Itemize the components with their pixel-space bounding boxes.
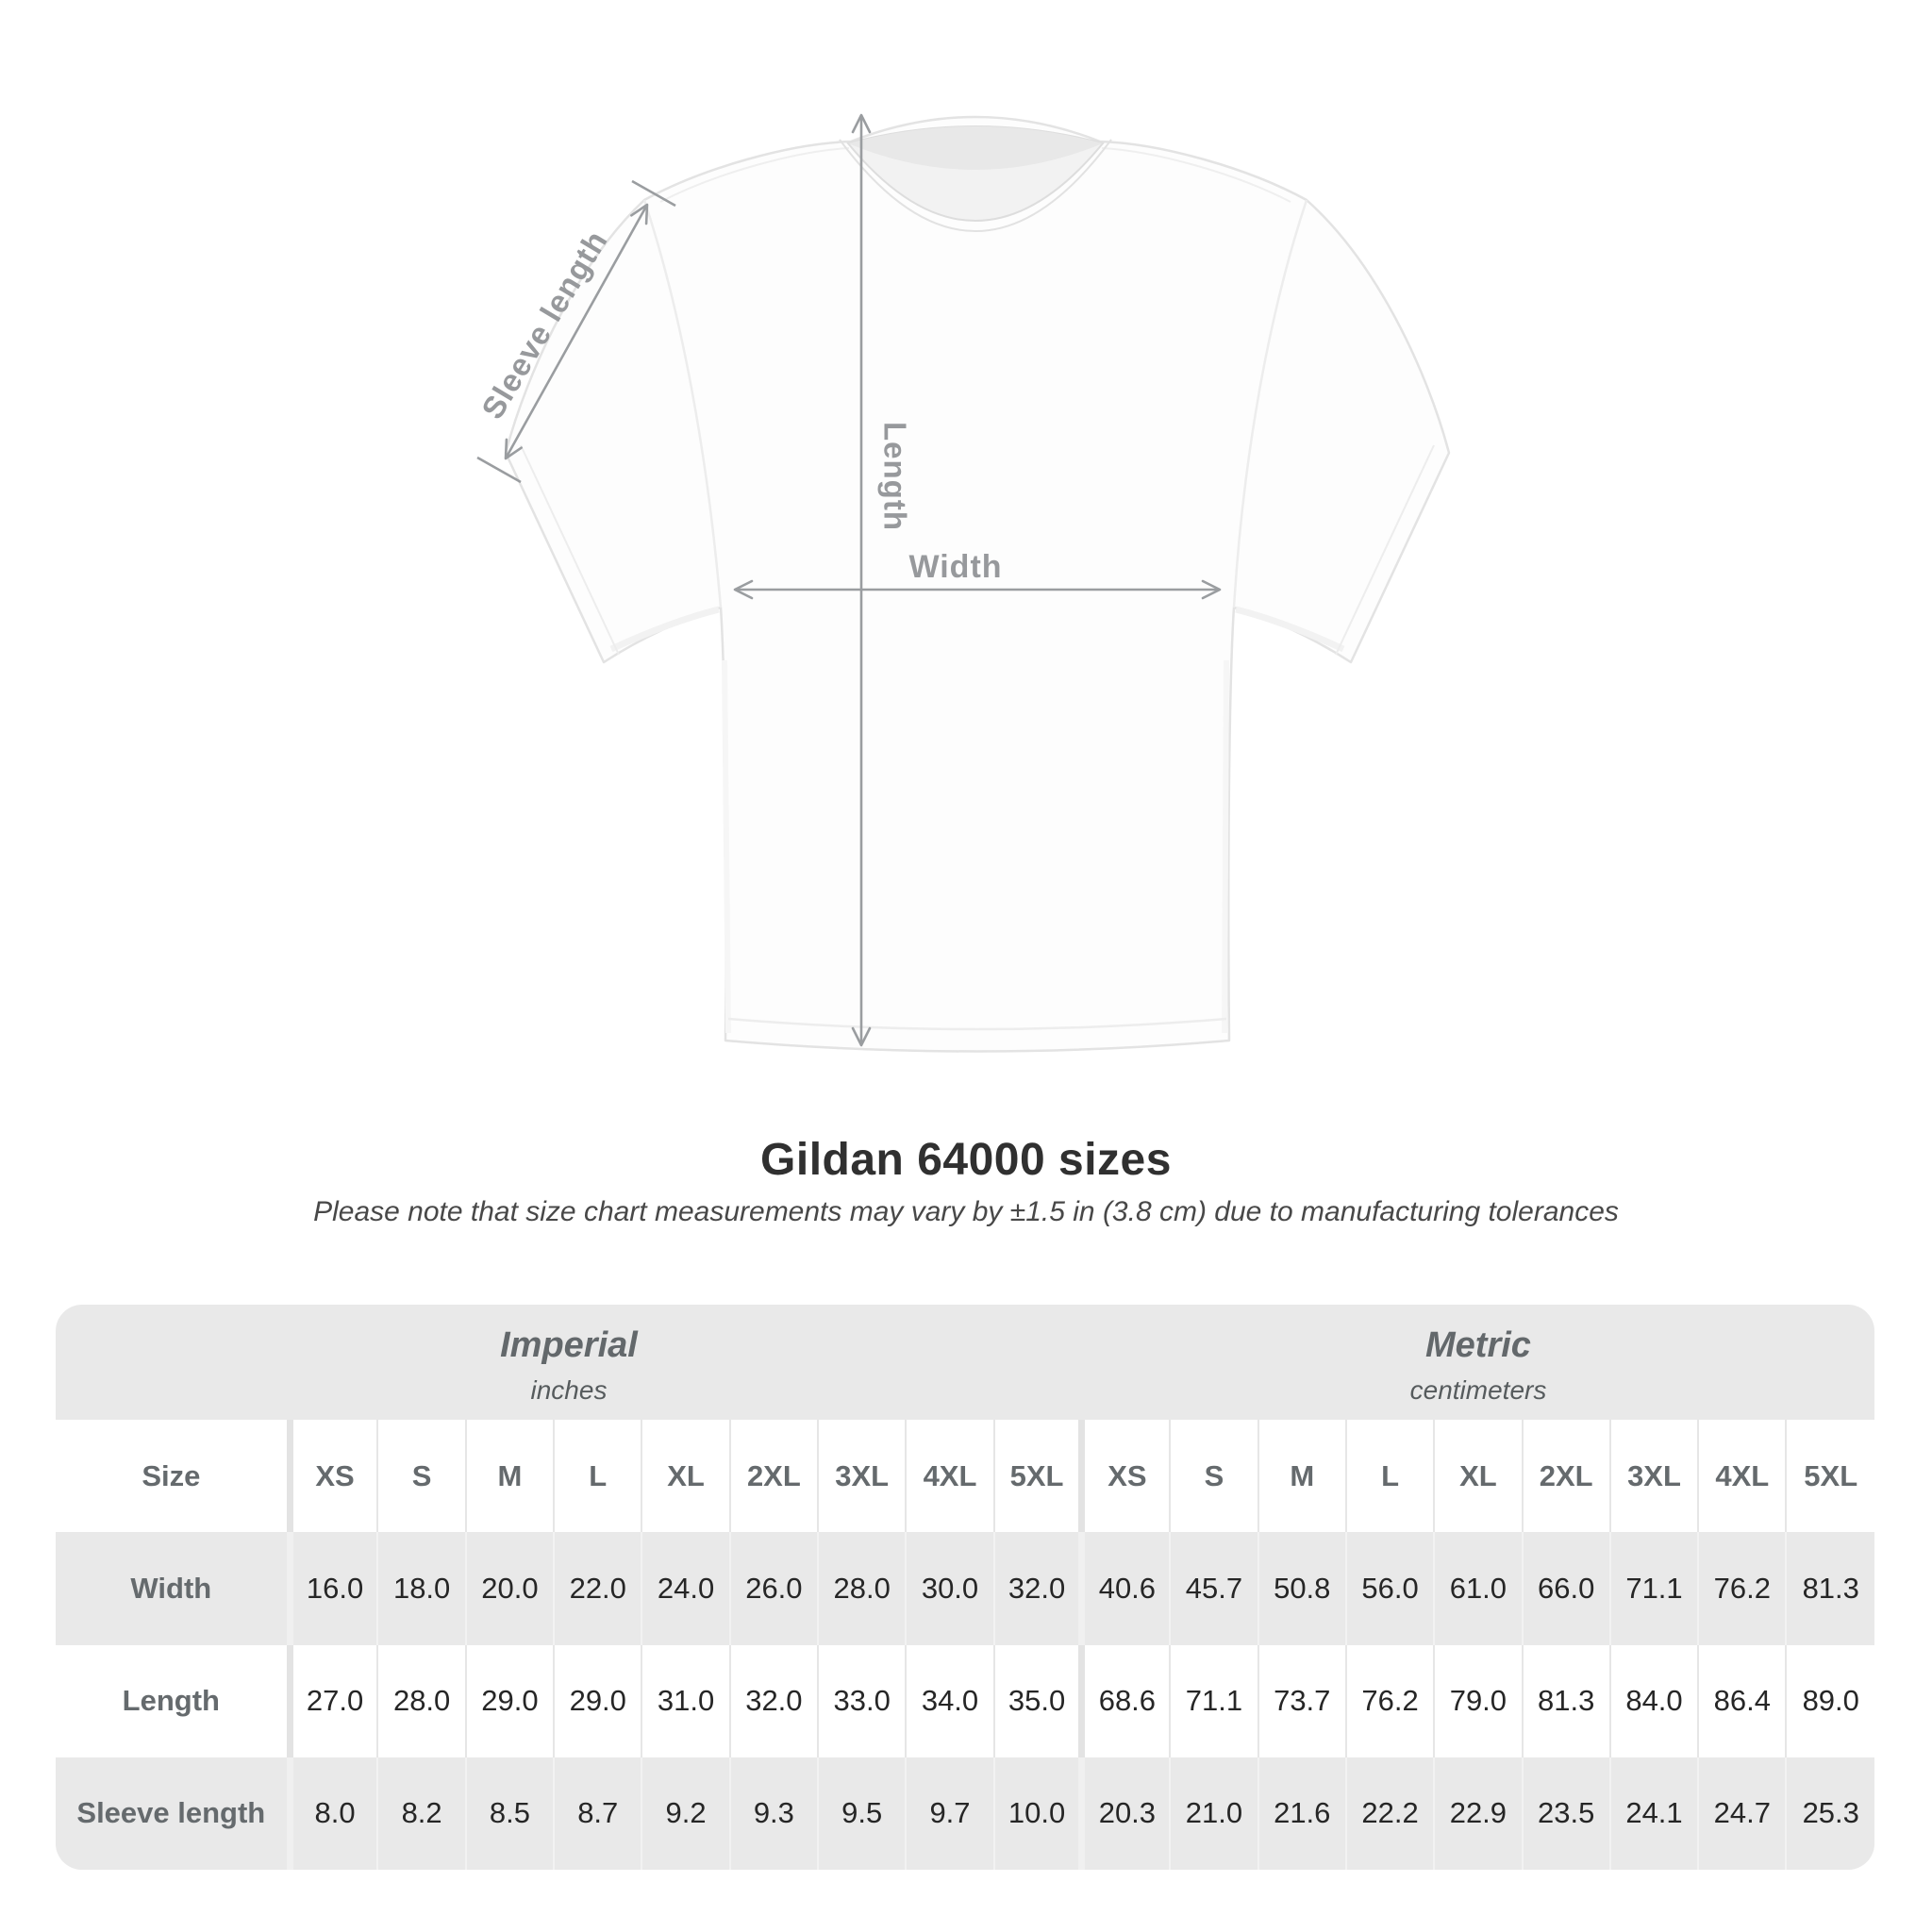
column-header: XL xyxy=(641,1420,730,1533)
table-cell: 21.0 xyxy=(1169,1757,1258,1870)
size-header-row: Size XS S M L XL 2XL 3XL 4XL 5XL XS S M … xyxy=(56,1420,1874,1533)
length-row: Length 27.0 28.0 29.0 29.0 31.0 32.0 33.… xyxy=(56,1644,1874,1757)
row-label: Length xyxy=(56,1644,291,1757)
column-header: S xyxy=(376,1420,466,1533)
metric-group-header: Metric centimeters xyxy=(1082,1305,1874,1420)
column-header: 3XL xyxy=(817,1420,907,1533)
column-header: L xyxy=(1344,1420,1435,1533)
table-cell: 21.6 xyxy=(1257,1757,1346,1870)
table-cell: 27.0 xyxy=(286,1644,378,1757)
table-cell: 28.0 xyxy=(817,1532,907,1645)
imperial-group-header: Imperial inches xyxy=(56,1305,1082,1420)
table-cell: 26.0 xyxy=(728,1532,819,1645)
table-cell: 56.0 xyxy=(1344,1532,1435,1645)
column-header: L xyxy=(553,1420,642,1533)
table-cell: 73.7 xyxy=(1257,1644,1346,1757)
column-header: 2XL xyxy=(728,1420,819,1533)
column-header: 2XL xyxy=(1521,1420,1610,1533)
table-cell: 9.7 xyxy=(905,1757,994,1870)
table-cell: 8.5 xyxy=(464,1757,555,1870)
table-cell: 79.0 xyxy=(1433,1644,1523,1757)
imperial-label: Imperial xyxy=(500,1325,638,1365)
length-label: Length xyxy=(878,422,913,531)
table-cell: 50.8 xyxy=(1257,1532,1346,1645)
table-cell: 34.0 xyxy=(905,1644,994,1757)
table-cell: 10.0 xyxy=(992,1757,1082,1870)
unit-group-row: Imperial inches Metric centimeters xyxy=(56,1305,1874,1420)
imperial-unit-label: inches xyxy=(530,1375,608,1405)
table-cell: 84.0 xyxy=(1608,1644,1699,1757)
table-cell: 32.0 xyxy=(728,1644,819,1757)
table-cell: 25.3 xyxy=(1785,1757,1874,1870)
table-cell: 71.1 xyxy=(1169,1644,1258,1757)
tshirt-diagram: Sleeve length Length Width xyxy=(475,113,1451,1053)
table-cell: 8.7 xyxy=(553,1757,642,1870)
table-cell: 68.6 xyxy=(1078,1644,1171,1757)
table-cell: 18.0 xyxy=(376,1532,466,1645)
sleeve-length-arrow xyxy=(476,179,676,484)
column-header: S xyxy=(1169,1420,1258,1533)
sleeve-length-row: Sleeve length 8.0 8.2 8.5 8.7 9.2 9.3 9.… xyxy=(56,1757,1874,1870)
table-cell: 71.1 xyxy=(1608,1532,1699,1645)
table-cell: 8.2 xyxy=(376,1757,466,1870)
table-cell: 35.0 xyxy=(992,1644,1082,1757)
table-cell: 32.0 xyxy=(992,1532,1082,1645)
page-title: Gildan 64000 sizes xyxy=(760,1135,1172,1185)
table-cell: 22.2 xyxy=(1344,1757,1435,1870)
size-table: Imperial inches Metric centimeters Size … xyxy=(56,1305,1874,1870)
row-label: Width xyxy=(56,1532,291,1645)
table-cell: 45.7 xyxy=(1169,1532,1258,1645)
table-cell: 40.6 xyxy=(1078,1532,1171,1645)
column-header: M xyxy=(464,1420,555,1533)
table-cell: 22.0 xyxy=(553,1532,642,1645)
column-header: 5XL xyxy=(1785,1420,1874,1533)
table-cell: 76.2 xyxy=(1344,1644,1435,1757)
table-cell: 61.0 xyxy=(1433,1532,1523,1645)
size-header-cell: Size xyxy=(56,1420,291,1533)
table-cell: 24.0 xyxy=(641,1532,730,1645)
table-cell: 16.0 xyxy=(286,1532,378,1645)
column-header: XS xyxy=(1078,1420,1171,1533)
table-cell: 81.3 xyxy=(1785,1532,1874,1645)
column-header: XL xyxy=(1433,1420,1523,1533)
column-header: 5XL xyxy=(992,1420,1082,1533)
column-header: M xyxy=(1257,1420,1346,1533)
table-cell: 9.5 xyxy=(817,1757,907,1870)
table-cell: 20.3 xyxy=(1078,1757,1171,1870)
column-header: XS xyxy=(286,1420,378,1533)
table-cell: 9.2 xyxy=(641,1757,730,1870)
table-cell: 29.0 xyxy=(553,1644,642,1757)
metric-label: Metric xyxy=(1425,1325,1531,1365)
table-cell: 66.0 xyxy=(1521,1532,1610,1645)
column-header: 3XL xyxy=(1608,1420,1699,1533)
column-header: 4XL xyxy=(1697,1420,1787,1533)
table-cell: 29.0 xyxy=(464,1644,555,1757)
table-cell: 9.3 xyxy=(728,1757,819,1870)
metric-unit-label: centimeters xyxy=(1409,1375,1547,1405)
tolerance-note: Please note that size chart measurements… xyxy=(313,1196,1619,1227)
table-cell: 20.0 xyxy=(464,1532,555,1645)
table-cell: 81.3 xyxy=(1521,1644,1610,1757)
row-label: Sleeve length xyxy=(56,1757,291,1870)
table-cell: 86.4 xyxy=(1697,1644,1787,1757)
table-cell: 76.2 xyxy=(1697,1532,1787,1645)
table-cell: 31.0 xyxy=(641,1644,730,1757)
table-cell: 28.0 xyxy=(376,1644,466,1757)
measurement-annotations xyxy=(476,113,1222,1047)
table-cell: 24.7 xyxy=(1697,1757,1787,1870)
table-cell: 23.5 xyxy=(1521,1757,1610,1870)
table-cell: 30.0 xyxy=(905,1532,994,1645)
table-cell: 8.0 xyxy=(286,1757,378,1870)
width-row: Width 16.0 18.0 20.0 22.0 24.0 26.0 28.0… xyxy=(56,1532,1874,1645)
table-cell: 33.0 xyxy=(817,1644,907,1757)
table-cell: 89.0 xyxy=(1785,1644,1874,1757)
table-cell: 22.9 xyxy=(1433,1757,1523,1870)
width-label: Width xyxy=(908,549,1002,585)
column-header: 4XL xyxy=(905,1420,994,1533)
table-cell: 24.1 xyxy=(1608,1757,1699,1870)
